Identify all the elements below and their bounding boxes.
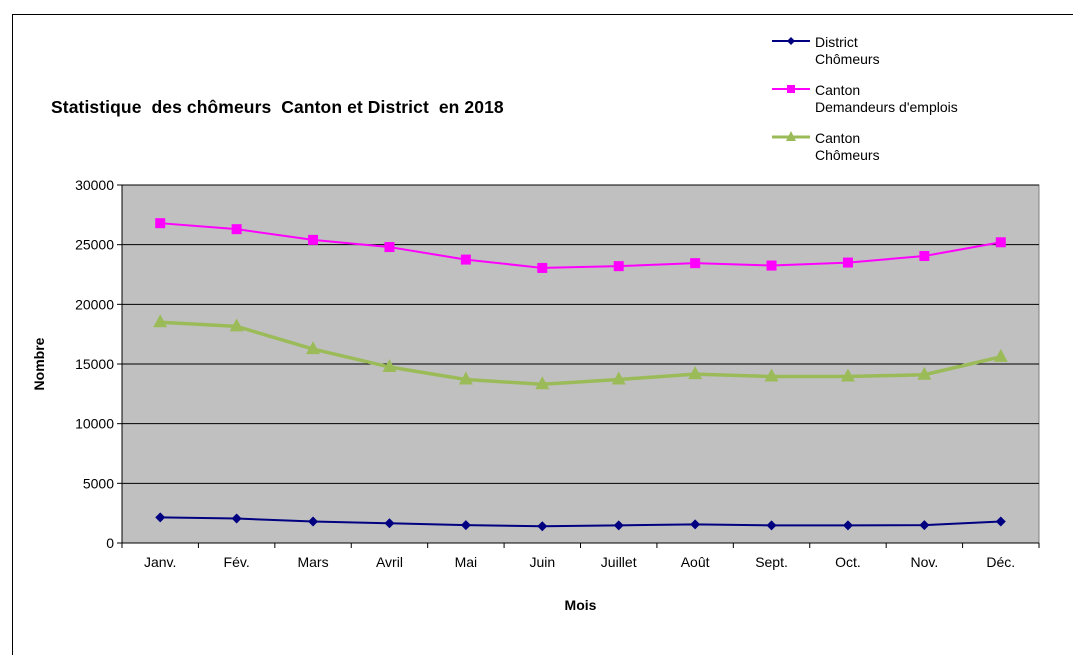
legend-label: District Chômeurs: [815, 34, 880, 68]
data-point: [537, 521, 548, 532]
legend-marker-district-chomeurs: [772, 37, 810, 45]
legend-label-line: Canton: [815, 130, 861, 146]
data-point: [840, 368, 855, 382]
series-line-1: [160, 222, 1001, 269]
series-line-2: [160, 320, 1002, 387]
data-point: [919, 520, 930, 531]
x-tick-label: Juillet: [601, 554, 637, 570]
legend-marker-canton-chomeurs: [772, 131, 810, 141]
x-tick-label: Mars: [297, 554, 328, 570]
x-tick-label: Juin: [529, 554, 555, 570]
data-point: [308, 234, 319, 245]
legend-label-line: Chômeurs: [815, 147, 880, 163]
data-point: [384, 242, 395, 253]
data-point: [460, 254, 471, 265]
data-point: [688, 366, 703, 380]
data-point: [458, 371, 473, 385]
legend-marker-canton-demandeurs: [772, 85, 810, 93]
data-point: [917, 366, 932, 380]
data-point: [537, 262, 548, 273]
data-point: [842, 257, 853, 268]
data-point: [460, 520, 471, 531]
y-tick-label: 25000: [75, 237, 114, 253]
y-tick-label: 20000: [75, 296, 114, 312]
data-point: [155, 218, 166, 229]
data-point: [613, 261, 624, 272]
x-tick-label: Sept.: [755, 554, 788, 570]
x-tick-label: Oct.: [835, 554, 861, 570]
legend-label-line: Canton: [815, 82, 861, 98]
x-tick-label: Août: [681, 554, 710, 570]
legend-label-line: District: [815, 34, 858, 50]
x-tick-label: Nov.: [911, 554, 939, 570]
data-point: [382, 358, 397, 372]
data-point: [611, 371, 626, 385]
data-point: [153, 314, 168, 328]
data-point: [842, 520, 853, 531]
data-point: [690, 258, 701, 269]
y-tick-label: 0: [106, 535, 114, 551]
y-tick-label: 15000: [75, 356, 114, 372]
series-line-0: [160, 516, 1001, 528]
data-point: [766, 520, 777, 531]
x-tick-label: Janv.: [144, 554, 176, 570]
data-point: [764, 368, 779, 382]
data-point: [613, 520, 624, 531]
legend-label: Canton Chômeurs: [815, 130, 880, 164]
x-tick-label: Déc.: [986, 554, 1015, 570]
data-point: [384, 518, 395, 529]
x-axis-title: Mois: [565, 597, 597, 613]
data-point: [308, 516, 319, 527]
data-point: [993, 348, 1008, 362]
data-point: [155, 512, 166, 523]
data-point: [690, 519, 701, 530]
data-point: [229, 318, 244, 332]
data-point: [231, 513, 242, 524]
y-axis-title: Nombre: [31, 337, 47, 390]
legend-label-line: Demandeurs d'emplois: [815, 99, 958, 115]
x-tick-label: Fév.: [224, 554, 250, 570]
legend-label: Canton Demandeurs d'emplois: [815, 82, 958, 116]
y-tick-label: 5000: [83, 475, 114, 491]
data-point: [535, 376, 550, 390]
data-point: [919, 251, 930, 262]
y-tick-label: 10000: [75, 416, 114, 432]
chart-title: Statistique des chômeurs Canton et Distr…: [51, 97, 504, 117]
chart-frame: [12, 14, 1073, 655]
data-point: [306, 341, 321, 355]
x-tick-label: Avril: [376, 554, 403, 570]
y-tick-label: 30000: [75, 177, 114, 193]
data-point: [766, 260, 777, 271]
x-tick-label: Mai: [455, 554, 478, 570]
legend-label-line: Chômeurs: [815, 51, 880, 67]
data-point: [995, 516, 1006, 527]
data-point: [231, 224, 242, 235]
data-point: [995, 237, 1006, 248]
